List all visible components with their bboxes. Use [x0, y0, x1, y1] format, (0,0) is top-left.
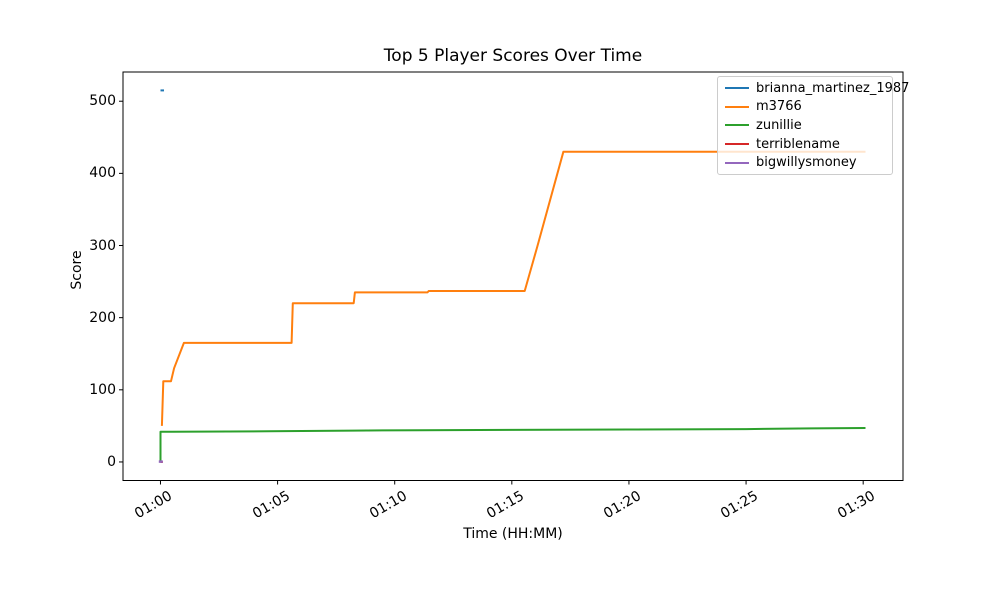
legend-label: brianna_martinez_1987 — [756, 80, 910, 96]
plot-frame — [122, 71, 904, 481]
legend-label: m3766 — [756, 99, 802, 115]
legend-item: zunillie — [725, 116, 884, 135]
legend-line-swatch — [725, 143, 749, 146]
chart-title: Top 5 Player Scores Over Time — [383, 46, 643, 66]
y-tick-label: 300 — [89, 237, 116, 254]
legend-line-swatch — [725, 87, 749, 90]
legend-item: brianna_martinez_1987 — [725, 79, 909, 98]
legend-label: terriblename — [756, 136, 840, 152]
x-axis-label: Time (HH:MM) — [463, 526, 563, 542]
y-tick-label: 200 — [89, 309, 116, 326]
legend-item: m3766 — [725, 98, 884, 117]
y-tick-label: 400 — [89, 165, 116, 182]
legend-label: zunillie — [756, 117, 802, 133]
legend-line-swatch — [725, 105, 749, 108]
y-tick-label: 0 — [107, 453, 116, 470]
y-tick-label: 100 — [89, 381, 116, 398]
legend-line-swatch — [725, 124, 749, 127]
legend-item: bigwillysmoney — [725, 153, 884, 172]
legend-item: terriblename — [725, 135, 884, 154]
legend: brianna_martinez_1987 m3766 zunillie ter… — [717, 76, 909, 175]
legend-label: bigwillysmoney — [756, 155, 857, 171]
y-tick-label: 500 — [89, 93, 116, 110]
series-line-zunillie — [159, 427, 866, 462]
series-line-m3766 — [160, 150, 866, 426]
legend-line-swatch — [725, 161, 749, 164]
